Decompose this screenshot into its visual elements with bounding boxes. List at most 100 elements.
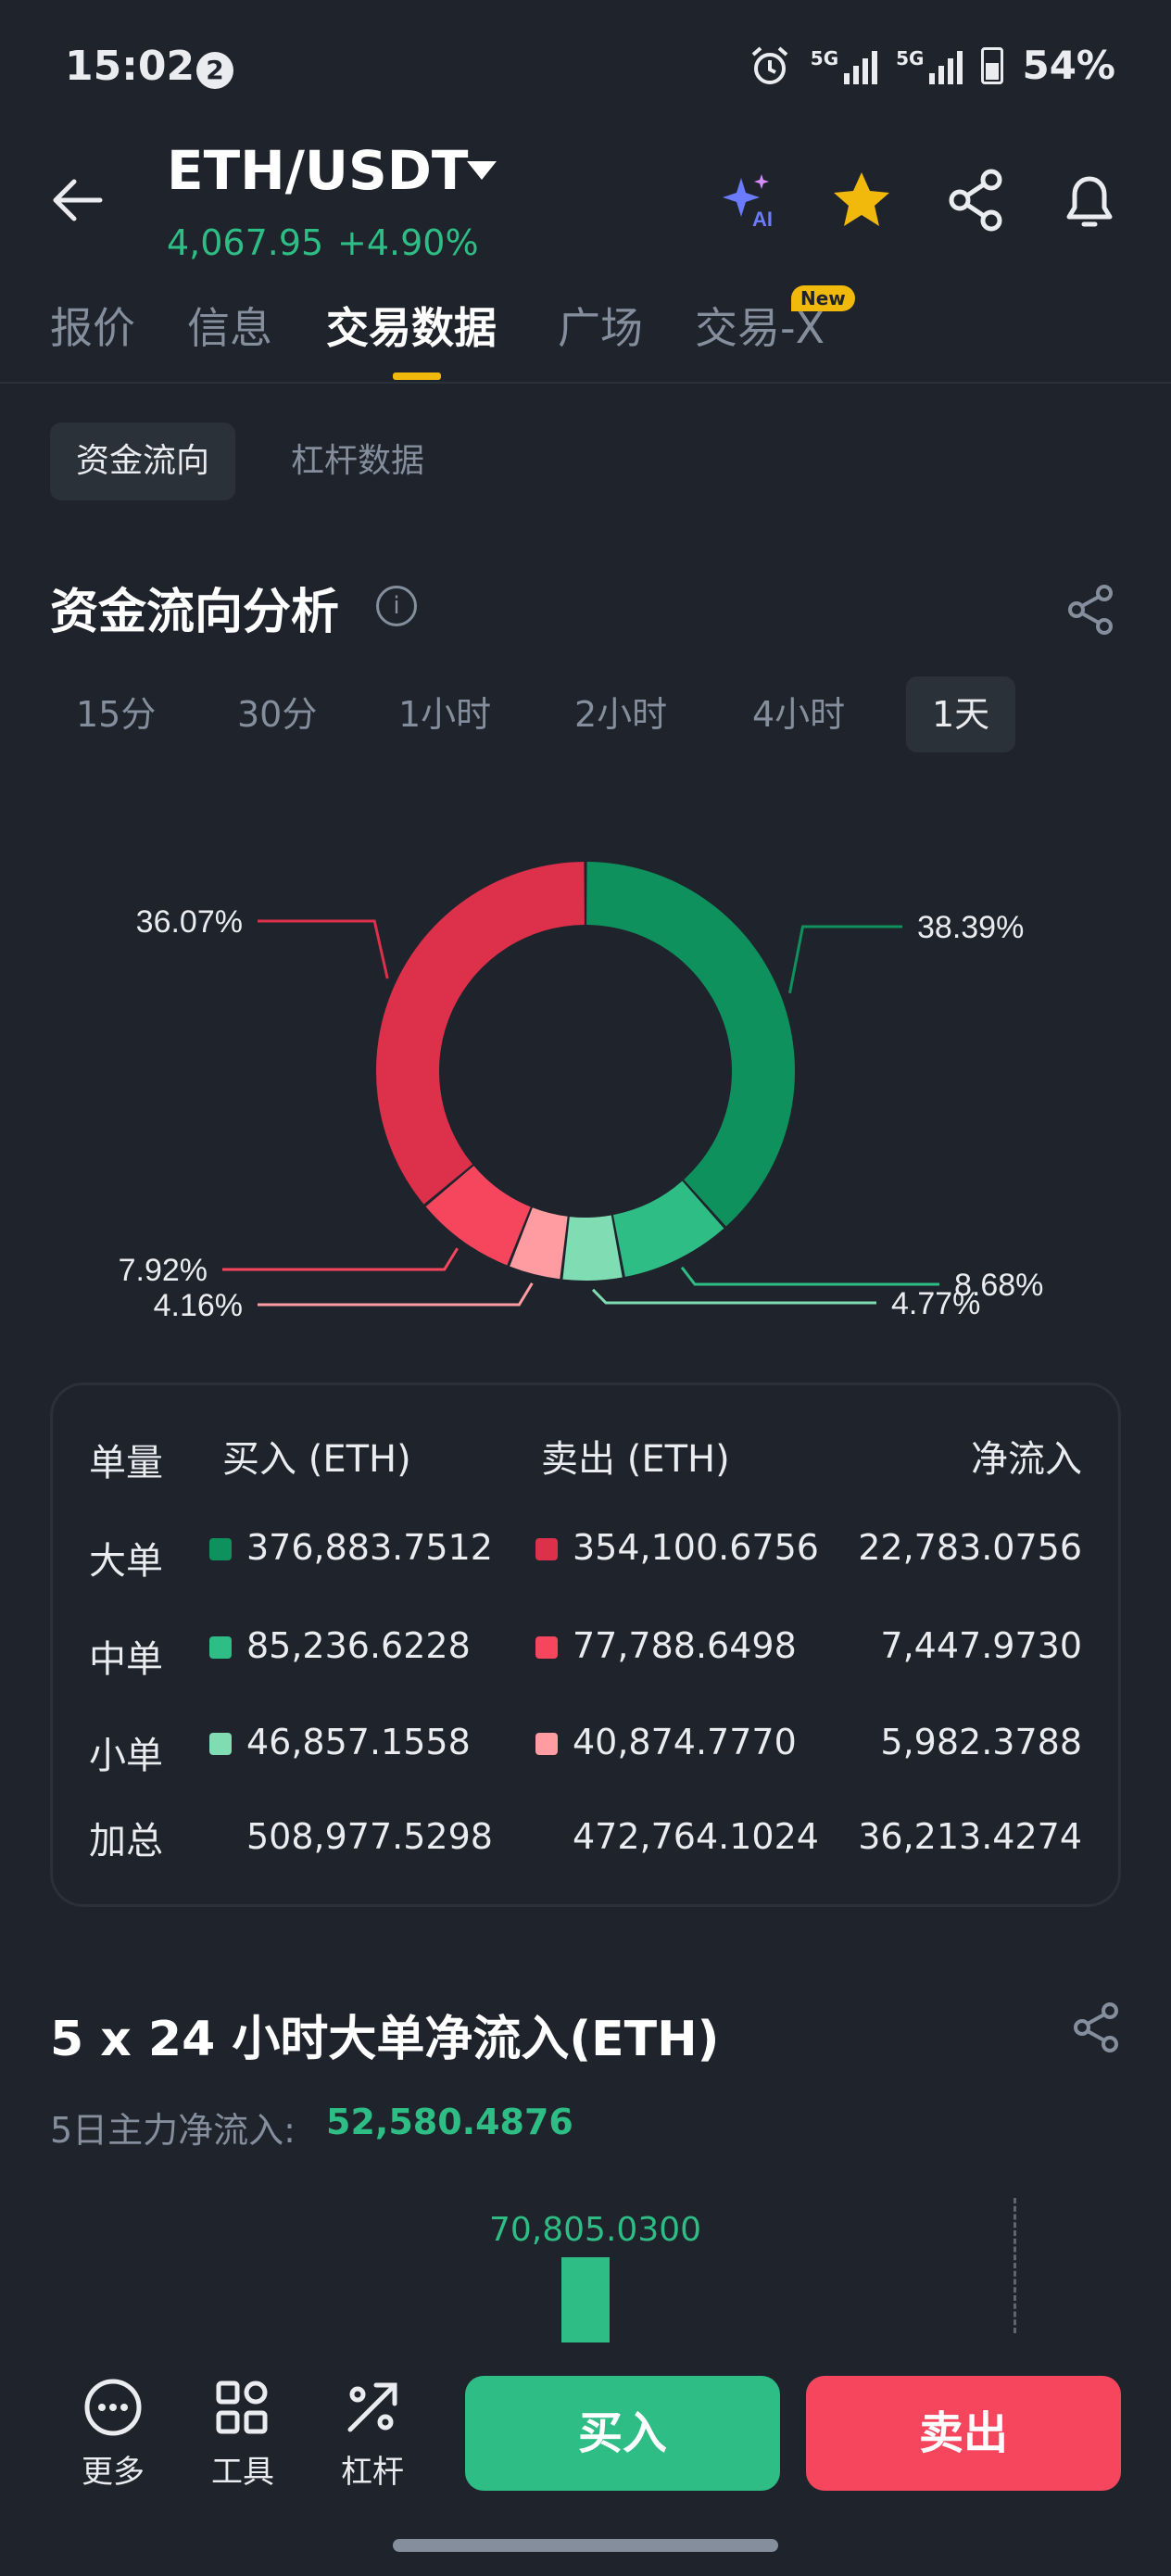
total-net: 36,213.4274 — [858, 1816, 1082, 1857]
sell-color-swatch — [535, 1733, 558, 1755]
donut-leader-line — [222, 1247, 459, 1271]
tab-quote[interactable]: 报价 — [50, 303, 135, 353]
info-icon[interactable]: i — [376, 586, 417, 626]
leverage-label: 杠杆 — [341, 2454, 404, 2491]
more-label: 更多 — [82, 2454, 145, 2491]
period-30m[interactable]: 30分 — [237, 694, 318, 735]
total-sell: 472,764.1024 — [573, 1816, 819, 1857]
caret-down-icon[interactable] — [467, 161, 497, 180]
new-badge: New — [791, 285, 855, 311]
total-buy: 508,977.5298 — [246, 1816, 493, 1857]
pair-title[interactable]: ETH/USDT — [167, 139, 469, 202]
donut-slice-label: 7.92% — [119, 1253, 208, 1288]
star-icon[interactable] — [828, 167, 895, 234]
donut-slice-label: 4.77% — [891, 1286, 980, 1321]
tools-button[interactable]: 工具 — [187, 2378, 298, 2492]
signal-icon-1: 5G — [811, 47, 878, 84]
leverage-button[interactable]: 杠杆 — [317, 2378, 428, 2492]
donut-leader-line — [680, 1266, 939, 1286]
battery-percent: 54% — [1022, 43, 1115, 88]
dashed-guide-line — [1014, 2198, 1016, 2333]
main-net-inflow-label: 5日主力净流入: — [50, 2110, 296, 2151]
tab-info[interactable]: 信息 — [187, 303, 272, 353]
donut-leader-line — [258, 1282, 534, 1307]
main-net-inflow-value: 52,580.4876 — [326, 2102, 573, 2142]
fund-flow-table — [50, 1383, 1121, 1907]
period-1h[interactable]: 1小时 — [398, 694, 492, 735]
sell-color-swatch — [535, 1538, 558, 1560]
tab-trade-x[interactable]: 交易-X — [695, 303, 825, 353]
status-icons: 5G 5G 54% — [748, 43, 1115, 88]
period-1d[interactable]: 1天 — [906, 676, 1016, 752]
ai-sparkle-icon[interactable]: AI — [715, 167, 782, 234]
large-order-title: 5 x 24 小时大单净流入(ETH) — [50, 2012, 720, 2067]
share-icon[interactable] — [1064, 582, 1119, 638]
subtab-leverage-data[interactable]: 杠杆数据 — [291, 442, 425, 480]
small-buy: 46,857.1558 — [246, 1722, 471, 1762]
tab-square[interactable]: 广场 — [558, 303, 643, 353]
fund-flow-donut-chart: 38.39% 8.68%4.77% 4.16%7.92% 36.07% — [119, 862, 1043, 1323]
large-buy: 376,883.7512 — [246, 1527, 493, 1568]
bar-value-label: 70,805.0300 — [489, 2211, 702, 2249]
tab-trading-data[interactable]: 交易数据 — [326, 303, 497, 353]
donut-slice — [375, 862, 585, 1205]
row-label-total: 加总 — [89, 1820, 163, 1863]
donut-slice-label: 36.07% — [136, 904, 243, 940]
signal-icon-2: 5G — [896, 47, 963, 84]
row-label-medium: 中单 — [89, 1638, 163, 1681]
donut-leader-line — [258, 919, 389, 979]
large-net: 22,783.0756 — [858, 1527, 1082, 1568]
donut-slice — [612, 1181, 724, 1277]
leverage-icon — [347, 2382, 397, 2432]
small-net: 5,982.3788 — [880, 1722, 1082, 1762]
col-header-size: 单量 — [89, 1442, 163, 1484]
fund-flow-title: 资金流向分析 — [50, 585, 340, 640]
more-dots-icon — [84, 2379, 142, 2436]
row-label-large: 大单 — [89, 1540, 163, 1583]
period-2h[interactable]: 2小时 — [574, 694, 668, 735]
buy-button[interactable]: 买入 — [465, 2376, 780, 2491]
donut-slice — [586, 862, 796, 1227]
more-button[interactable]: 更多 — [57, 2378, 169, 2492]
col-header-buy: 买入 (ETH) — [222, 1438, 411, 1481]
buy-color-swatch — [209, 1636, 232, 1659]
share-icon[interactable] — [943, 167, 1010, 234]
col-header-sell: 卖出 (ETH) — [541, 1438, 730, 1481]
grid-tools-icon — [216, 2380, 268, 2434]
bell-icon[interactable] — [1056, 167, 1123, 234]
subtab-fund-flow[interactable]: 资金流向 — [50, 423, 236, 500]
buy-color-swatch — [209, 1538, 232, 1560]
period-15m[interactable]: 15分 — [76, 694, 157, 735]
donut-slice — [425, 1166, 531, 1266]
svg-text:AI: AI — [752, 208, 773, 231]
sell-button[interactable]: 卖出 — [806, 2376, 1121, 2491]
medium-buy: 85,236.6228 — [246, 1625, 471, 1666]
donut-slice-label: 4.16% — [154, 1288, 243, 1323]
notification-count-badge: 2 — [196, 52, 233, 89]
share-icon[interactable] — [1069, 2000, 1125, 2055]
battery-icon — [981, 46, 1004, 84]
buy-color-swatch — [209, 1733, 232, 1755]
sell-color-swatch — [535, 1636, 558, 1659]
donut-leader-line — [788, 925, 902, 994]
alarm-icon — [751, 45, 788, 84]
donut-slice — [510, 1207, 568, 1280]
small-sell: 40,874.7770 — [573, 1722, 797, 1762]
donut-slice-label: 8.68% — [954, 1268, 1043, 1303]
period-4h[interactable]: 4小时 — [752, 694, 846, 735]
medium-net: 7,447.9730 — [880, 1625, 1082, 1666]
home-indicator[interactable] — [393, 2539, 778, 2552]
large-sell: 354,100.6756 — [573, 1527, 819, 1568]
donut-slice — [562, 1215, 623, 1281]
row-label-small: 小单 — [89, 1735, 163, 1777]
medium-sell: 77,788.6498 — [573, 1625, 797, 1666]
back-arrow-icon[interactable] — [50, 172, 106, 228]
price-change: +4.90% — [337, 222, 479, 263]
tools-label: 工具 — [211, 2454, 274, 2491]
active-tab-indicator — [393, 373, 441, 380]
status-time: 15:02 — [65, 43, 195, 90]
donut-slice-label: 38.39% — [917, 910, 1024, 945]
col-header-net: 净流入 — [971, 1438, 1082, 1481]
donut-leader-line — [591, 1288, 876, 1305]
tabs-divider — [0, 382, 1171, 384]
